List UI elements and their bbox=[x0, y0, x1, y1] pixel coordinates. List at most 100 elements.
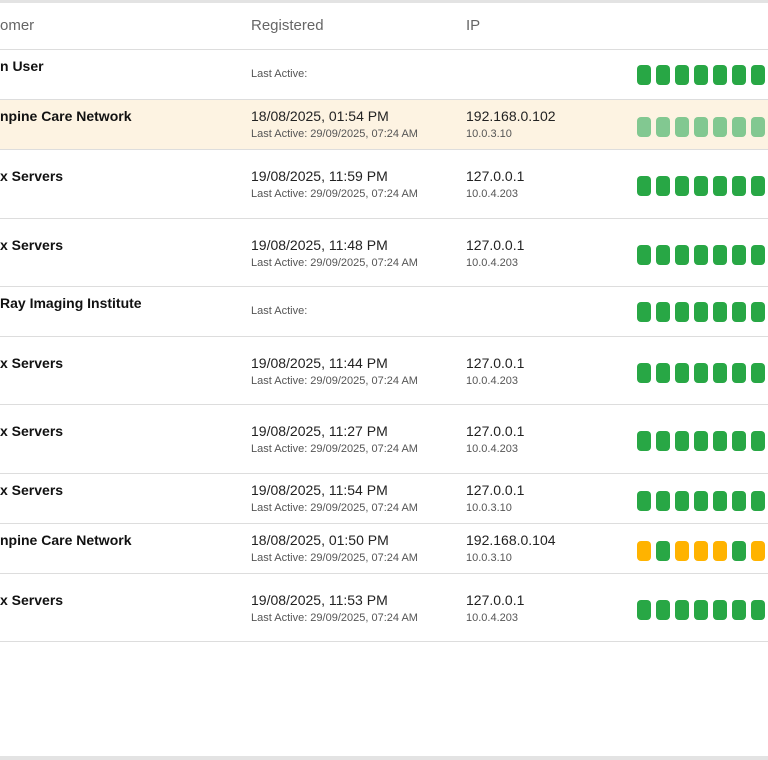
status-bar-green[interactable] bbox=[713, 65, 727, 85]
status-bar-green[interactable] bbox=[675, 302, 689, 322]
status-bar-light-green[interactable] bbox=[656, 117, 670, 137]
status-bar-green[interactable] bbox=[751, 65, 765, 85]
status-bar-green[interactable] bbox=[732, 302, 746, 322]
last-active: Last Active: 29/09/2025, 07:24 AM bbox=[251, 443, 418, 455]
table-row[interactable]: npine Care Network 18/08/2025, 01:50 PM La… bbox=[0, 524, 768, 574]
status-bar-light-green[interactable] bbox=[694, 117, 708, 137]
ip-address: 192.168.0.104 bbox=[466, 532, 556, 548]
status-bar-green[interactable] bbox=[751, 302, 765, 322]
status-bar-green[interactable] bbox=[637, 245, 651, 265]
last-active: Last Active: bbox=[251, 68, 308, 80]
status-bar-green[interactable] bbox=[713, 491, 727, 511]
status-bar-green[interactable] bbox=[751, 600, 765, 620]
status-bar-green[interactable] bbox=[751, 245, 765, 265]
table-row[interactable]: x Servers 19/08/2025, 11:48 PM Last Active… bbox=[0, 219, 768, 287]
status-bar-green[interactable] bbox=[694, 491, 708, 511]
status-bar-green[interactable] bbox=[732, 245, 746, 265]
table-row[interactable]: n User Last Active: bbox=[0, 50, 768, 100]
status-bar-green[interactable] bbox=[713, 176, 727, 196]
status-bar-green[interactable] bbox=[656, 363, 670, 383]
status-bar-amber[interactable] bbox=[713, 541, 727, 561]
status-bar-green[interactable] bbox=[751, 363, 765, 383]
header-ip[interactable]: IP bbox=[466, 17, 481, 34]
status-bar-green[interactable] bbox=[675, 491, 689, 511]
customer-name: x Servers bbox=[0, 355, 64, 371]
status-bar-green[interactable] bbox=[675, 176, 689, 196]
status-bar-green[interactable] bbox=[637, 600, 651, 620]
status-bar-green[interactable] bbox=[694, 302, 708, 322]
status-bar-amber[interactable] bbox=[675, 541, 689, 561]
status-bar-green[interactable] bbox=[713, 245, 727, 265]
status-bar-light-green[interactable] bbox=[713, 117, 727, 137]
status-bar-green[interactable] bbox=[694, 176, 708, 196]
status-bar-green[interactable] bbox=[656, 245, 670, 265]
status-bar-amber[interactable] bbox=[694, 541, 708, 561]
status-bar-green[interactable] bbox=[694, 363, 708, 383]
status-bar-green[interactable] bbox=[637, 176, 651, 196]
status-bar-green[interactable] bbox=[713, 600, 727, 620]
status-bar-green[interactable] bbox=[713, 363, 727, 383]
status-bar-amber[interactable] bbox=[637, 541, 651, 561]
last-active: Last Active: 29/09/2025, 07:24 AM bbox=[251, 502, 418, 514]
status-bar-light-green[interactable] bbox=[751, 117, 765, 137]
status-bar-green[interactable] bbox=[713, 302, 727, 322]
header-customer[interactable]: omer bbox=[0, 17, 35, 34]
status-bar-green[interactable] bbox=[656, 600, 670, 620]
status-bar-green[interactable] bbox=[751, 176, 765, 196]
status-bar-green[interactable] bbox=[675, 65, 689, 85]
customer-name: n User bbox=[0, 58, 44, 74]
status-bar-green[interactable] bbox=[675, 363, 689, 383]
status-bar-green[interactable] bbox=[656, 431, 670, 451]
status-bar-green[interactable] bbox=[732, 600, 746, 620]
status-bar-green[interactable] bbox=[751, 491, 765, 511]
table-row[interactable]: x Servers 19/08/2025, 11:59 PM Last Active… bbox=[0, 150, 768, 219]
status-bar-green[interactable] bbox=[675, 600, 689, 620]
status-bar-green[interactable] bbox=[656, 491, 670, 511]
status-bar-green[interactable] bbox=[675, 245, 689, 265]
status-bar-green[interactable] bbox=[694, 600, 708, 620]
internal-ip: 10.0.3.10 bbox=[466, 502, 512, 514]
status-history bbox=[637, 245, 765, 265]
status-bar-light-green[interactable] bbox=[675, 117, 689, 137]
status-bar-green[interactable] bbox=[637, 302, 651, 322]
registered-date: 19/08/2025, 11:59 PM bbox=[251, 168, 388, 184]
table-row[interactable]: npine Care Network 18/08/2025, 01:54 PM La… bbox=[0, 100, 768, 150]
status-bar-green[interactable] bbox=[637, 431, 651, 451]
status-bar-green[interactable] bbox=[732, 491, 746, 511]
last-active: Last Active: bbox=[251, 305, 308, 317]
status-history bbox=[637, 600, 765, 620]
status-bar-light-green[interactable] bbox=[732, 117, 746, 137]
table-row[interactable]: x Servers 19/08/2025, 11:54 PM Last Active… bbox=[0, 474, 768, 524]
status-bar-green[interactable] bbox=[694, 431, 708, 451]
ip-address: 127.0.0.1 bbox=[466, 482, 525, 498]
status-bar-green[interactable] bbox=[732, 176, 746, 196]
table-row[interactable]: x Servers 19/08/2025, 11:53 PM Last Active… bbox=[0, 574, 768, 642]
header-registered[interactable]: Registered bbox=[251, 17, 324, 34]
status-bar-green[interactable] bbox=[656, 541, 670, 561]
status-bar-green[interactable] bbox=[675, 431, 689, 451]
status-bar-green[interactable] bbox=[732, 541, 746, 561]
table-row[interactable]: x Servers 19/08/2025, 11:44 PM Last Active… bbox=[0, 337, 768, 405]
customer-name: x Servers bbox=[0, 423, 64, 439]
status-bar-green[interactable] bbox=[751, 431, 765, 451]
status-bar-green[interactable] bbox=[732, 431, 746, 451]
table-row[interactable]: x Servers 19/08/2025, 11:27 PM Last Active… bbox=[0, 405, 768, 474]
status-bar-amber[interactable] bbox=[751, 541, 765, 561]
status-bar-green[interactable] bbox=[694, 65, 708, 85]
status-bar-green[interactable] bbox=[637, 491, 651, 511]
status-bar-light-green[interactable] bbox=[637, 117, 651, 137]
status-bar-green[interactable] bbox=[656, 302, 670, 322]
status-bar-green[interactable] bbox=[656, 65, 670, 85]
status-bar-green[interactable] bbox=[694, 245, 708, 265]
status-bar-green[interactable] bbox=[713, 431, 727, 451]
status-bar-green[interactable] bbox=[656, 176, 670, 196]
internal-ip: 10.0.4.203 bbox=[466, 443, 518, 455]
status-bar-green[interactable] bbox=[732, 363, 746, 383]
top-border bbox=[0, 0, 768, 3]
customer-name: x Servers bbox=[0, 482, 64, 498]
status-history bbox=[637, 541, 765, 561]
status-bar-green[interactable] bbox=[732, 65, 746, 85]
table-row[interactable]: Ray Imaging Institute Last Active: bbox=[0, 287, 768, 337]
status-bar-green[interactable] bbox=[637, 65, 651, 85]
status-bar-green[interactable] bbox=[637, 363, 651, 383]
